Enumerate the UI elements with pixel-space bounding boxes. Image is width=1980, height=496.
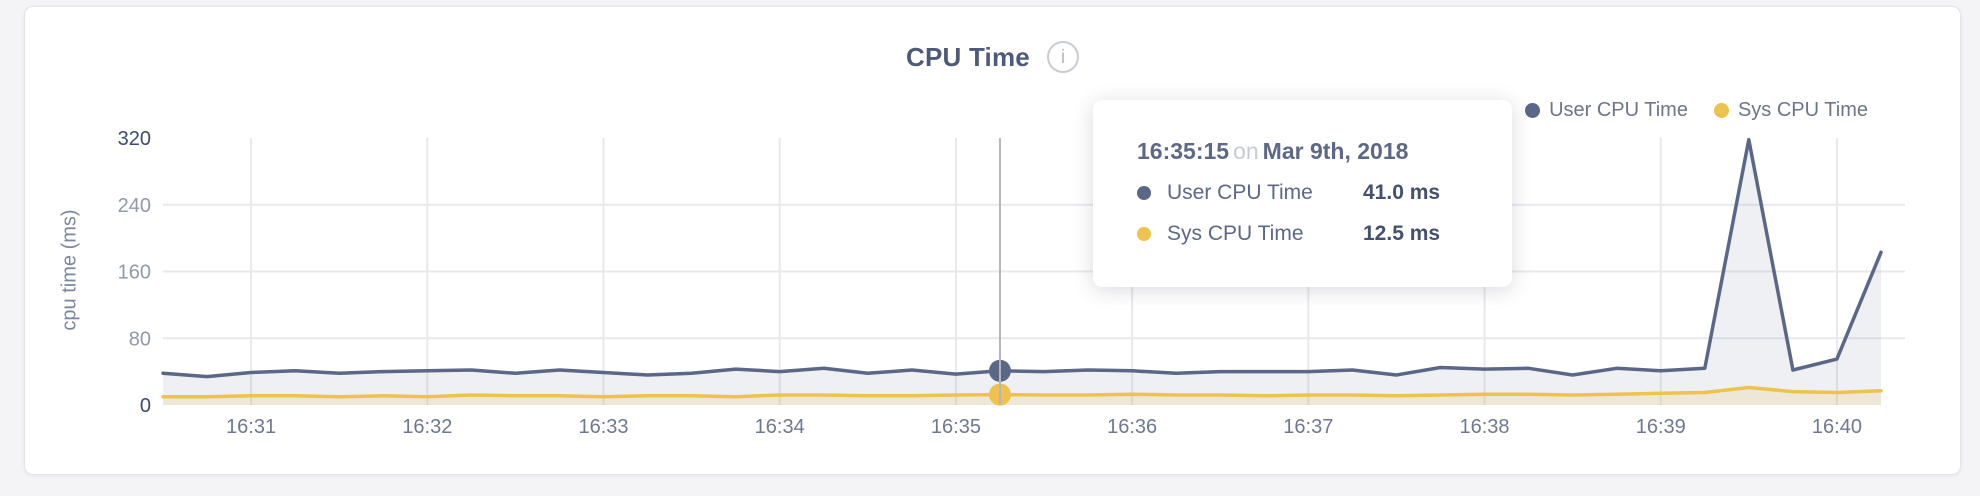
user-cpu-line <box>161 137 1883 379</box>
tooltip-row-sys: Sys CPU Time 12.5 ms <box>1137 221 1512 247</box>
tooltip-series-label: User CPU Time <box>1167 181 1313 204</box>
chart-legend: User CPU Time Sys CPU Time <box>1525 99 1868 121</box>
legend-label: User CPU Time <box>1549 98 1688 121</box>
legend-label: Sys CPU Time <box>1737 98 1868 121</box>
x-tick-label: 16:37 <box>1283 416 1333 438</box>
y-tick-label: 240 <box>118 195 151 217</box>
tooltip-series-label: Sys CPU Time <box>1167 222 1304 245</box>
x-tick-label: 16:36 <box>1107 416 1157 438</box>
tooltip-date: Mar 9th, 2018 <box>1262 138 1409 164</box>
tooltip-row-user: User CPU Time 41.0 ms <box>1137 180 1512 206</box>
sys-cpu-line <box>161 385 1883 399</box>
x-tick-label: 16:40 <box>1812 416 1862 438</box>
x-tick-label: 16:39 <box>1636 416 1686 438</box>
user-series-dot-icon <box>1525 102 1541 118</box>
sys-series-dot-icon <box>1137 227 1151 241</box>
x-tick-label: 16:32 <box>402 416 452 438</box>
x-tick-label: 16:38 <box>1460 416 1510 438</box>
y-tick-label: 160 <box>118 262 151 284</box>
y-tick-label: 320 <box>118 128 151 150</box>
tooltip-connector: on <box>1233 138 1259 164</box>
x-tick-label: 16:35 <box>931 416 981 438</box>
y-tick-label: 80 <box>129 328 151 350</box>
user-series-dot-icon <box>1137 186 1151 200</box>
x-tick-label: 16:34 <box>755 416 805 438</box>
chart-title: CPU Time <box>906 41 1030 72</box>
y-axis-title: cpu time (ms) <box>58 209 81 331</box>
tooltip-series-value: 41.0 ms <box>1363 181 1441 204</box>
sys-series-dot-icon <box>1713 102 1729 118</box>
legend-item-sys-cpu-time[interactable]: Sys CPU Time <box>1713 98 1868 122</box>
tooltip-title: 16:35:15 on Mar 9th, 2018 <box>1137 138 1512 165</box>
x-tick-label: 16:31 <box>226 416 276 438</box>
chart-tooltip: 16:35:15 on Mar 9th, 2018 User CPU Time 41… <box>1093 100 1512 287</box>
legend-item-user-cpu-time[interactable]: User CPU Time <box>1525 99 1688 122</box>
chart-header: CPU Time i <box>24 38 1961 76</box>
info-icon[interactable]: i <box>1046 41 1079 73</box>
y-tick-label: 0 <box>140 395 151 417</box>
user-cpu-area <box>163 139 1881 405</box>
tooltip-series-value: 12.5 ms <box>1363 222 1441 245</box>
tooltip-time: 16:35:15 <box>1137 138 1230 164</box>
x-tick-label: 16:33 <box>578 416 628 438</box>
